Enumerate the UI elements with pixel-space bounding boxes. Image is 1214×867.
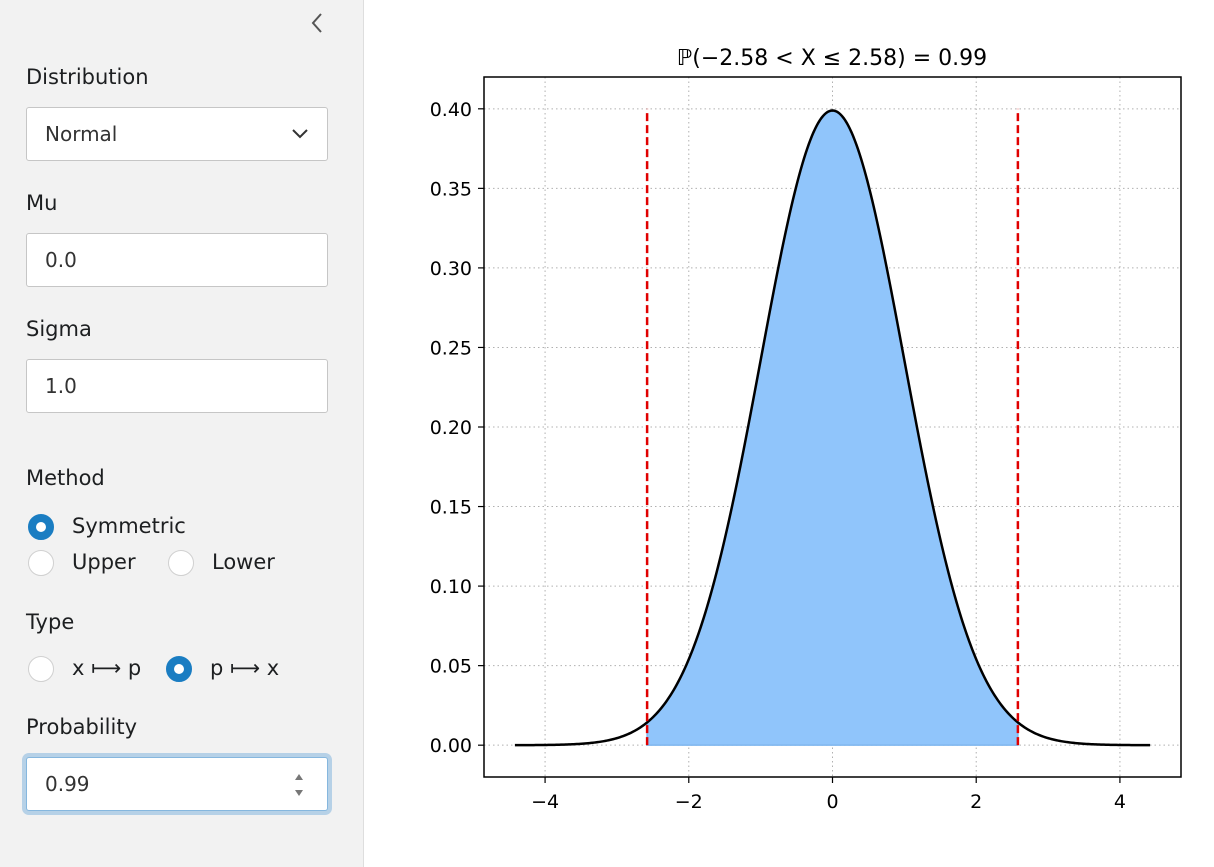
type-radio-x-to-p[interactable]	[28, 656, 54, 682]
method-option-label: Lower	[212, 550, 275, 574]
x-tick-label: −4	[531, 791, 559, 813]
y-tick-label: 0.40	[430, 99, 472, 121]
distribution-label: Distribution	[26, 65, 149, 89]
chart-title: ℙ(−2.58 < X ≤ 2.58) = 0.99	[677, 46, 987, 71]
method-radio-lower[interactable]	[168, 550, 194, 576]
y-tick-label: 0.00	[430, 735, 472, 757]
distribution-select[interactable]: Normal	[26, 107, 328, 161]
x-tick-label: 4	[1114, 791, 1126, 813]
type-radio-p-to-x[interactable]	[166, 656, 192, 682]
sidebar: Distribution Normal Mu 0.0 Sigma 1.0 Met…	[0, 0, 364, 867]
method-radio-symmetric[interactable]	[28, 514, 54, 540]
shaded-probability-area	[646, 109, 1019, 746]
mu-input[interactable]: 0.0	[26, 233, 328, 287]
mu-label: Mu	[26, 191, 58, 215]
probability-input[interactable]: 0.99	[26, 757, 328, 811]
probability-value: 0.99	[45, 772, 90, 796]
distribution-value: Normal	[45, 122, 118, 146]
x-tick-label: 2	[970, 791, 982, 813]
type-label: Type	[26, 610, 75, 634]
y-tick-label: 0.10	[430, 576, 472, 598]
sigma-label: Sigma	[26, 317, 92, 341]
method-label: Method	[26, 466, 105, 490]
type-option-label: x ⟼ p	[72, 656, 142, 680]
y-tick-label: 0.20	[430, 417, 472, 439]
method-option-label: Upper	[72, 550, 136, 574]
chevron-down-icon	[292, 129, 308, 139]
distribution-plot: ℙ(−2.58 < X ≤ 2.58) = 0.99 −4 −2 0 2 4 0.00 0.…	[430, 46, 1182, 813]
y-tick-label: 0.15	[430, 497, 472, 519]
method-option-label: Symmetric	[72, 514, 186, 538]
x-tick-label: −2	[675, 791, 703, 813]
chevron-left-icon	[311, 13, 322, 33]
spinner-arrows-icon[interactable]	[293, 771, 305, 799]
y-tick-label: 0.25	[430, 337, 472, 359]
y-tick-label: 0.05	[430, 656, 472, 678]
pdf-curve	[514, 109, 1151, 747]
sigma-input[interactable]: 1.0	[26, 359, 328, 413]
collapse-sidebar-button[interactable]	[306, 10, 330, 36]
method-radio-upper[interactable]	[28, 550, 54, 576]
type-option-label: p ⟼ x	[210, 656, 280, 680]
y-tick-label: 0.35	[430, 178, 472, 200]
y-tick-label: 0.30	[430, 258, 472, 280]
probability-label: Probability	[26, 715, 138, 739]
x-tick-label: 0	[826, 791, 838, 813]
